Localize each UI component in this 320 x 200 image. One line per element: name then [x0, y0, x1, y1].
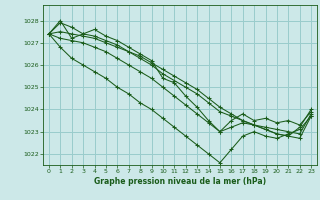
X-axis label: Graphe pression niveau de la mer (hPa): Graphe pression niveau de la mer (hPa)	[94, 177, 266, 186]
